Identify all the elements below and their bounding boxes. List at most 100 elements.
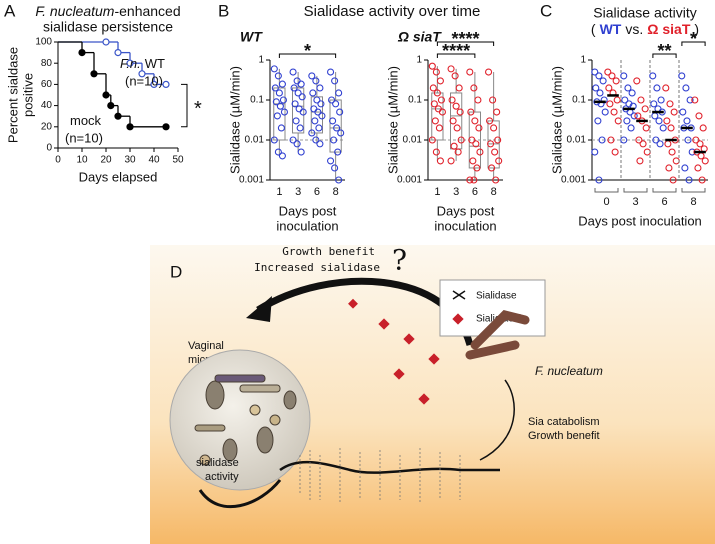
- point: [275, 89, 283, 97]
- point: [457, 136, 465, 144]
- point: [335, 89, 343, 97]
- point: [277, 124, 285, 132]
- point: [491, 148, 499, 156]
- point: [476, 148, 484, 156]
- point: [606, 100, 614, 108]
- panel-letter: B: [218, 1, 229, 20]
- point: [475, 124, 483, 132]
- marker: [114, 48, 122, 57]
- point: [272, 98, 280, 106]
- y-tick-label: 20: [41, 121, 53, 132]
- point: [273, 112, 281, 120]
- point: [278, 152, 286, 160]
- point: [663, 117, 671, 125]
- y-tick-label: 0.001: [561, 175, 586, 186]
- point: [487, 140, 495, 148]
- x-tick-label: 30: [124, 155, 136, 166]
- y-axis-label: Sialidase (µM/min): [385, 66, 400, 174]
- point: [436, 157, 444, 165]
- x-tick-label: 10: [76, 155, 88, 166]
- point: [696, 140, 704, 148]
- point: [643, 148, 651, 156]
- point: [697, 152, 705, 160]
- x-tick-label: 50: [172, 155, 184, 166]
- point: [621, 96, 629, 104]
- box: [431, 92, 444, 141]
- point: [681, 164, 689, 172]
- subtitle-part: vs.: [625, 21, 643, 37]
- point: [449, 117, 457, 125]
- point: [595, 176, 603, 184]
- point: [451, 72, 459, 80]
- point: [685, 176, 693, 184]
- y-tick-label: 1: [580, 55, 586, 66]
- point: [642, 124, 650, 132]
- label: Sia catabolism: [528, 416, 600, 428]
- point: [331, 77, 339, 85]
- marker: [162, 80, 170, 89]
- point: [627, 124, 635, 132]
- series-label: mock: [70, 113, 102, 128]
- point: [308, 72, 316, 80]
- point: [316, 140, 324, 148]
- point: [432, 68, 440, 76]
- point: [641, 105, 649, 113]
- point: [428, 136, 436, 144]
- series-strain: WT: [145, 56, 165, 71]
- point: [450, 142, 458, 150]
- significance-label: *: [304, 41, 311, 61]
- point: [299, 108, 307, 116]
- point: [679, 108, 687, 116]
- point: [274, 72, 282, 80]
- point: [430, 100, 438, 108]
- point: [666, 100, 674, 108]
- point: [470, 84, 478, 92]
- point: [271, 84, 279, 92]
- x-tick-label: 6: [472, 186, 478, 198]
- point: [656, 140, 664, 148]
- x-axis-label: inoculation: [434, 218, 496, 233]
- series-name: mock: [70, 113, 102, 128]
- series-label: WT: [240, 29, 263, 45]
- point: [312, 77, 320, 85]
- y-tick-label: 100: [35, 37, 52, 48]
- point: [431, 117, 439, 125]
- point: [591, 148, 599, 156]
- x-axis-label: Days elapsed: [79, 169, 158, 184]
- point: [639, 140, 647, 148]
- x-tick-label: 1: [276, 186, 282, 198]
- point: [329, 117, 337, 125]
- point: [279, 96, 287, 104]
- point: [293, 77, 301, 85]
- point: [447, 65, 455, 73]
- marker: [126, 59, 134, 67]
- point: [628, 89, 636, 97]
- point: [652, 136, 660, 144]
- point: [651, 112, 659, 120]
- question-mark: ?: [392, 244, 407, 277]
- group-bracket: [594, 188, 619, 193]
- point: [297, 80, 305, 88]
- point: [337, 129, 345, 137]
- y-tick-label: 60: [41, 79, 53, 90]
- x-tick-label: 40: [148, 155, 160, 166]
- point: [633, 77, 641, 85]
- point: [694, 164, 702, 172]
- chart-title: Sialidase activity over time: [304, 3, 481, 20]
- chart-title: sialidase persistence: [43, 19, 173, 35]
- point: [274, 148, 282, 156]
- chart-title: F. nucleatum-enhanced: [35, 3, 180, 19]
- point: [298, 93, 306, 101]
- point: [335, 176, 343, 184]
- point: [665, 164, 673, 172]
- point: [336, 108, 344, 116]
- point: [334, 148, 342, 156]
- point: [662, 84, 670, 92]
- point: [601, 108, 609, 116]
- point: [699, 124, 707, 132]
- point: [620, 72, 628, 80]
- panel-d: D Growth benefit Increased sialidase ? S…: [150, 244, 715, 544]
- y-axis-label: Sialidase (µM/min): [549, 66, 564, 174]
- point: [289, 136, 297, 144]
